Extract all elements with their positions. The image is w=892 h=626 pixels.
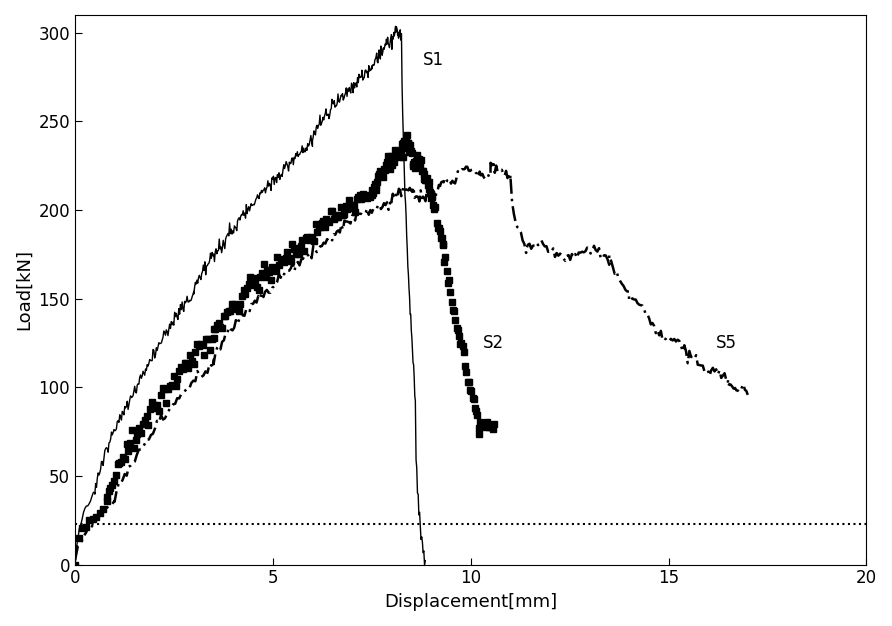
Y-axis label: Load[kN]: Load[kN] [15, 249, 33, 331]
Text: S2: S2 [483, 334, 504, 352]
Text: S5: S5 [716, 334, 737, 352]
X-axis label: Displacement[mm]: Displacement[mm] [384, 593, 558, 611]
Text: S1: S1 [424, 51, 444, 69]
